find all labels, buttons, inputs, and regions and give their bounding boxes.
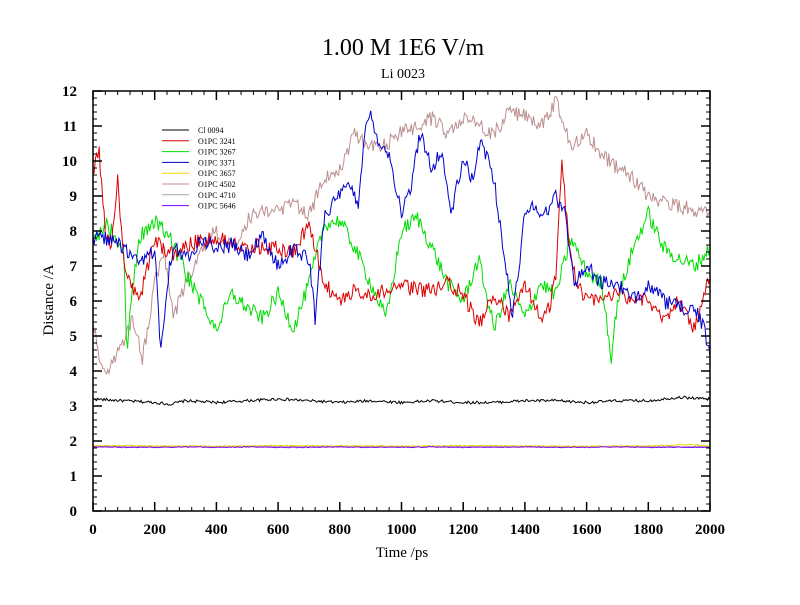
x-tick-label: 400 [205, 522, 228, 538]
y-tick-label: 12 [62, 84, 77, 100]
x-tick-label: 800 [329, 522, 352, 538]
series-line [92, 146, 711, 333]
y-tick-label: 10 [62, 154, 77, 170]
series-line [92, 443, 711, 448]
legend-label: O1PC 4710 [198, 191, 236, 200]
plot-frame [92, 90, 711, 512]
y-axis-label: Distance /A [41, 264, 57, 335]
y-tick-label: 1 [70, 469, 78, 485]
x-tick-label: 1200 [448, 522, 478, 538]
series-line [92, 95, 711, 376]
x-tick-label: 200 [143, 522, 166, 538]
series-line [92, 204, 711, 364]
y-tick-label: 4 [70, 364, 78, 380]
y-tick-label: 11 [63, 119, 77, 135]
y-tick-label: 0 [70, 504, 78, 520]
x-tick-label: 1800 [633, 522, 663, 538]
chart-subtitle: Li 0023 [381, 67, 425, 82]
legend-label: O1PC 3371 [198, 158, 236, 167]
series-lines [92, 95, 711, 449]
y-tick-label: 5 [70, 329, 78, 345]
series-line [92, 395, 711, 406]
y-tick-label: 3 [70, 399, 78, 415]
legend-label: O1PC 4502 [198, 180, 236, 189]
x-axis-label: Time /ps [376, 545, 429, 561]
legend-label: O1PC 3267 [198, 148, 236, 157]
x-tick-label: 600 [267, 522, 290, 538]
x-tick-label: 1400 [510, 522, 540, 538]
legend-label: O1PC 3241 [198, 137, 236, 146]
chart-title: 1.00 M 1E6 V/m [322, 35, 485, 61]
legend-label: O1PC 5646 [198, 202, 236, 211]
y-tick-label: 9 [70, 189, 78, 205]
x-tick-label: 1000 [387, 522, 417, 538]
y-tick-label: 7 [70, 259, 78, 275]
y-tick-label: 2 [70, 434, 78, 450]
legend-label: O1PC 3657 [198, 169, 236, 178]
y-tick-label: 8 [70, 224, 78, 240]
series-line [92, 445, 711, 449]
x-tick-label: 2000 [695, 522, 725, 538]
y-tick-label: 6 [70, 294, 78, 310]
legend-label: Cl 0094 [198, 126, 224, 135]
x-tick-label: 0 [89, 522, 97, 538]
series-line [92, 110, 711, 358]
x-tick-label: 1600 [572, 522, 602, 538]
